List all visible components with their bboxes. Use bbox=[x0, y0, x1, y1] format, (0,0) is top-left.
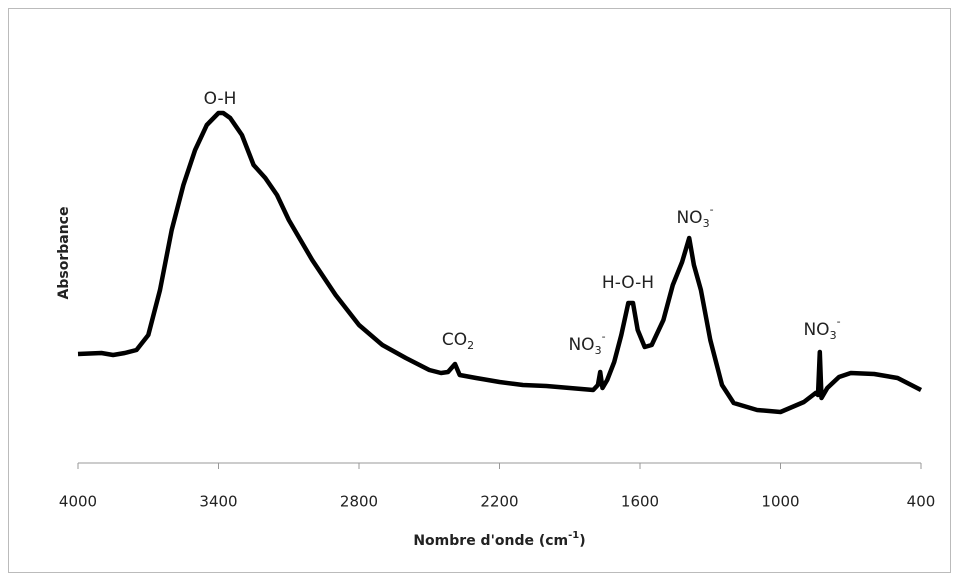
chart-border bbox=[8, 8, 951, 573]
x-axis-title-part: Nombre d'onde (cm bbox=[413, 533, 568, 549]
x-tick-label: 2200 bbox=[480, 493, 518, 511]
peak-label: NO3- bbox=[568, 330, 605, 357]
x-axis-title: Nombre d'onde (cm-1) bbox=[413, 530, 585, 549]
subscript: 3 bbox=[595, 344, 602, 357]
peak-label-text: NO bbox=[568, 335, 594, 355]
peak-label-text: CO bbox=[442, 330, 467, 350]
peak-label-text: NO bbox=[803, 320, 829, 340]
x-tick-label: 1600 bbox=[621, 493, 659, 511]
peak-label-text: H-O-H bbox=[602, 273, 654, 293]
x-tick-label: 400 bbox=[907, 493, 936, 511]
x-axis-title-part: ) bbox=[579, 533, 585, 549]
y-axis-title: Absorbance bbox=[56, 207, 72, 300]
superscript: - bbox=[837, 315, 841, 328]
subscript: 3 bbox=[703, 217, 710, 230]
x-tick-label: 1000 bbox=[761, 493, 799, 511]
peak-label: O-H bbox=[204, 89, 237, 109]
superscript: - bbox=[710, 203, 714, 216]
peak-label-text: NO bbox=[676, 208, 702, 228]
peak-label: H-O-H bbox=[602, 273, 654, 293]
superscript: - bbox=[602, 330, 606, 343]
subscript: 3 bbox=[830, 329, 837, 342]
peak-label: CO2 bbox=[442, 330, 474, 352]
spectrum-line bbox=[77, 110, 923, 415]
peak-label: NO3- bbox=[676, 203, 713, 230]
x-tick-label: 3400 bbox=[199, 493, 237, 511]
superscript: -1 bbox=[568, 530, 579, 541]
x-tick-label: 2800 bbox=[340, 493, 378, 511]
subscript: 2 bbox=[467, 339, 474, 352]
x-tick-label: 4000 bbox=[59, 493, 97, 511]
peak-label-text: O-H bbox=[204, 89, 237, 109]
peak-label: NO3- bbox=[803, 315, 840, 342]
